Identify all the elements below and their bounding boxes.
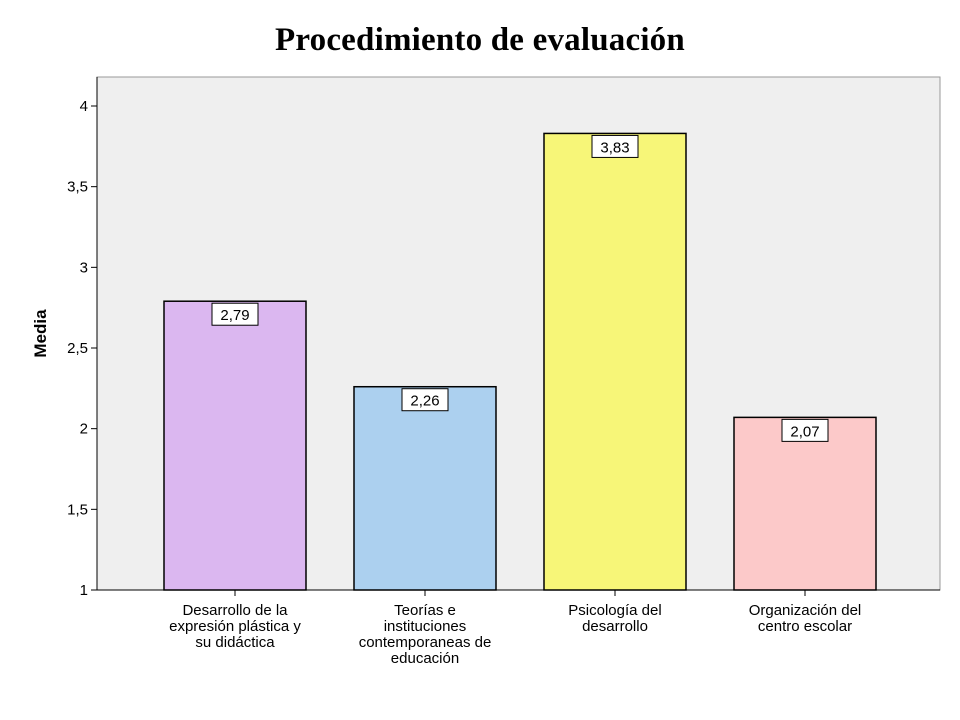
bar bbox=[353, 385, 497, 591]
data-label-box bbox=[211, 302, 259, 326]
x-tick-label: expresión plástica y bbox=[169, 618, 301, 635]
y-axis: 1 1,5 2 2,5 3 3,5 4 bbox=[67, 77, 98, 599]
x-tick-label: educación bbox=[391, 650, 459, 667]
data-label: 2,07 bbox=[790, 423, 819, 440]
x-tick-label: centro escolar bbox=[758, 618, 852, 635]
data-label-box bbox=[401, 388, 449, 412]
data-label: 2,79 bbox=[220, 307, 249, 324]
bars: 2,79 2,26 3,83 2,07 bbox=[163, 132, 877, 591]
bar bbox=[733, 416, 877, 591]
y-tick-label: 1,5 bbox=[67, 501, 88, 518]
bar bbox=[543, 132, 687, 591]
data-label: 2,26 bbox=[410, 393, 439, 410]
y-tick-label: 1 bbox=[80, 582, 88, 599]
chart-title: Procedimiento de evaluación bbox=[275, 22, 685, 58]
x-tick-label: su didáctica bbox=[195, 634, 275, 651]
x-tick-label: contemporaneas de bbox=[359, 634, 492, 651]
x-tick-label: desarrollo bbox=[582, 618, 648, 635]
x-tick-label: instituciones bbox=[384, 618, 467, 635]
y-tick-label: 2 bbox=[80, 421, 88, 438]
x-tick-label: Psicología del bbox=[568, 602, 661, 619]
y-tick-label: 2,5 bbox=[67, 340, 88, 357]
x-tick-label: Teorías e bbox=[394, 602, 456, 619]
bar bbox=[163, 300, 307, 591]
data-label: 3,83 bbox=[600, 139, 629, 156]
x-tick-label: Organización del bbox=[749, 602, 862, 619]
x-tick-label: Desarrollo de la bbox=[182, 602, 288, 619]
y-tick-label: 3 bbox=[80, 259, 88, 276]
data-label-box bbox=[591, 134, 639, 158]
y-tick-label: 3,5 bbox=[67, 179, 88, 196]
data-label-box bbox=[781, 418, 829, 442]
y-tick-label: 4 bbox=[80, 98, 88, 115]
y-axis-title: Media bbox=[31, 309, 50, 358]
